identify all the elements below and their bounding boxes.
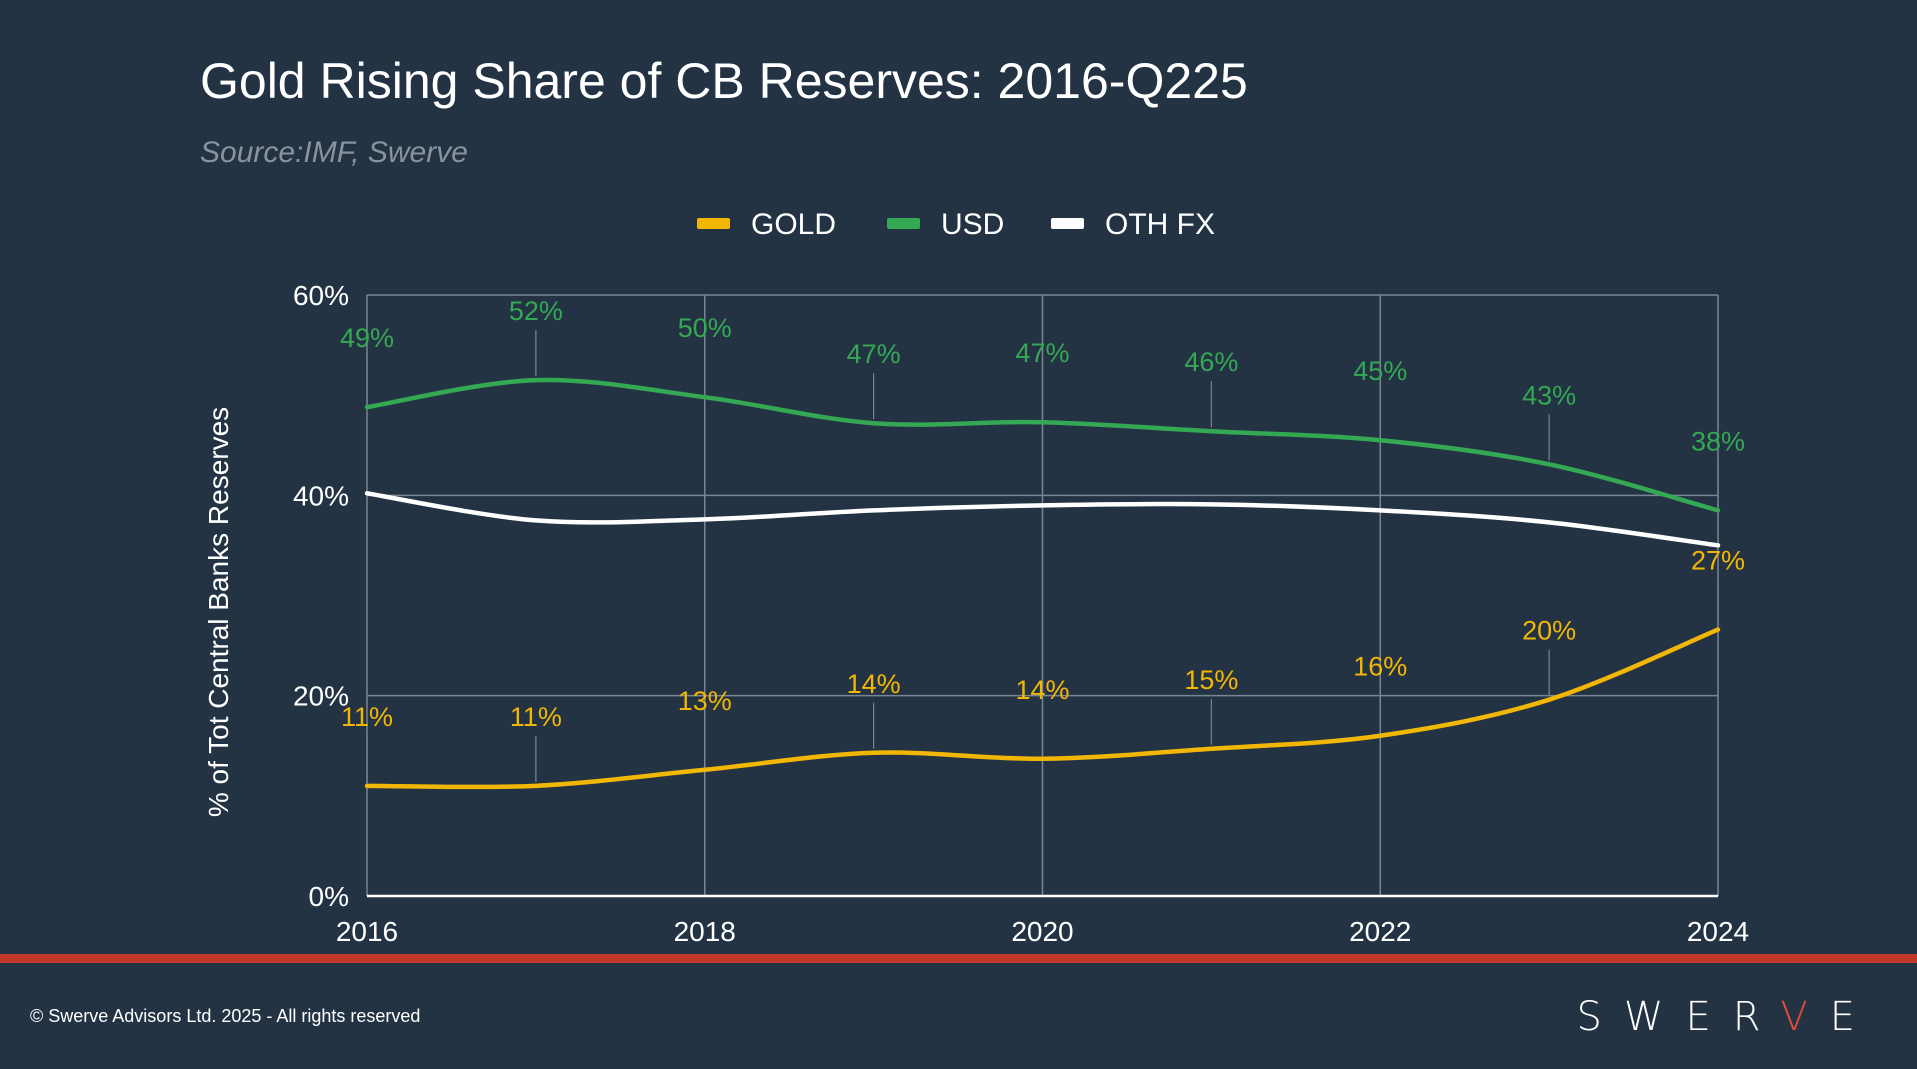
logo-main-text: SWER bbox=[1576, 994, 1781, 1040]
series-group bbox=[364, 377, 1721, 790]
x-tick-label: 2016 bbox=[336, 916, 398, 947]
legend-swatch bbox=[1051, 218, 1084, 229]
data-label-usd: 47% bbox=[847, 339, 901, 369]
data-label-gold: 13% bbox=[678, 686, 732, 716]
series-line-usd bbox=[364, 377, 1721, 513]
legend-swatch bbox=[887, 218, 920, 229]
data-label-gold: 14% bbox=[1015, 675, 1069, 705]
y-tick-label: 0% bbox=[309, 881, 349, 912]
copyright-text: © Swerve Advisors Ltd. 2025 - All rights… bbox=[30, 1006, 421, 1026]
y-tick-label: 40% bbox=[293, 480, 349, 511]
data-label-usd: 49% bbox=[340, 323, 394, 353]
data-label-usd: 43% bbox=[1522, 380, 1576, 410]
chart-title: Gold Rising Share of CB Reserves: 2016-Q… bbox=[200, 53, 1248, 109]
x-tick-label: 2024 bbox=[1687, 916, 1749, 947]
x-tick-label: 2022 bbox=[1349, 916, 1411, 947]
series-line-gold bbox=[364, 627, 1721, 790]
chart-subtitle: Source:IMF, Swerve bbox=[200, 136, 468, 169]
data-label-gold: 14% bbox=[847, 669, 901, 699]
data-label-usd: 38% bbox=[1691, 426, 1745, 456]
data-label-gold: 20% bbox=[1522, 616, 1576, 646]
x-tick-label: 2020 bbox=[1011, 916, 1073, 947]
data-label-usd: 52% bbox=[509, 296, 563, 326]
logo-accent-letter: V bbox=[1780, 994, 1830, 1040]
y-tick-label: 20% bbox=[293, 681, 349, 712]
data-label-gold: 16% bbox=[1353, 652, 1407, 682]
data-label-gold: 11% bbox=[341, 702, 393, 732]
legend-swatch bbox=[697, 218, 730, 229]
y-axis-label: % of Tot Central Banks Reserves bbox=[203, 407, 234, 817]
data-label-usd: 47% bbox=[1015, 338, 1069, 368]
data-label-gold: 11% bbox=[510, 702, 562, 732]
series-line-oth-fx bbox=[364, 491, 1721, 548]
data-label-usd: 45% bbox=[1353, 356, 1407, 386]
footer-accent-bar bbox=[0, 954, 1917, 963]
data-labels: 11% 11% 13% 14% 14% 15% 16% 20% 27% 49% 52% 50% 47% 4… bbox=[340, 296, 1745, 782]
data-label-usd: 50% bbox=[678, 313, 732, 343]
legend-label: OTH FX bbox=[1105, 208, 1215, 241]
data-label-gold: 27% bbox=[1691, 546, 1745, 576]
x-tick-label: 2018 bbox=[674, 916, 736, 947]
axes: 0% 20% 40% 60% 2016 2018 2020 2022 2024 bbox=[293, 280, 1749, 947]
legend-label: GOLD bbox=[751, 208, 836, 241]
data-label-usd: 46% bbox=[1184, 347, 1238, 377]
legend-label: USD bbox=[941, 208, 1004, 241]
y-tick-label: 60% bbox=[293, 280, 349, 311]
data-label-gold: 15% bbox=[1184, 665, 1238, 695]
legend: GOLD USD OTH FX bbox=[697, 208, 1215, 241]
logo-end-letter: E bbox=[1829, 994, 1877, 1040]
swerve-logo: SWERVE bbox=[1577, 994, 1877, 1040]
